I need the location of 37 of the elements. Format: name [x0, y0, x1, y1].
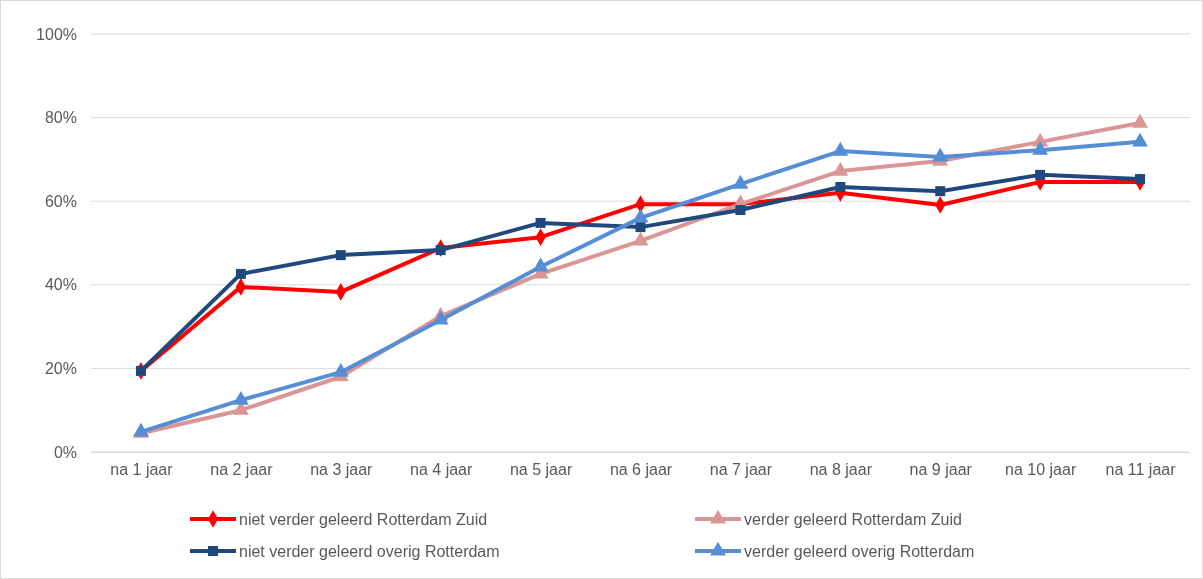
y-tick-label: 20%	[44, 360, 77, 378]
y-tick-label: 60%	[44, 192, 77, 210]
legend-label: niet verder geleerd Rotterdam Zuid	[239, 511, 488, 528]
x-tick-label: na 10 jaar	[1005, 461, 1077, 479]
x-tick-label: na 9 jaar	[909, 461, 973, 479]
x-tick-label: na 4 jaar	[410, 461, 473, 479]
legend-label: verder geleerd overig Rotterdam	[744, 543, 975, 560]
x-tick-label: na 3 jaar	[310, 461, 374, 479]
point	[835, 181, 846, 192]
point	[635, 222, 646, 233]
point	[535, 217, 546, 228]
point	[435, 245, 446, 256]
x-tick-label: na 7 jaar	[709, 461, 773, 479]
point	[332, 362, 349, 377]
y-tick-label: 100%	[36, 25, 77, 43]
point	[532, 257, 549, 272]
x-tick-label: na 11 jaar	[1105, 461, 1177, 479]
point	[335, 250, 346, 261]
x-tick-label: na 2 jaar	[210, 461, 274, 479]
point	[235, 268, 246, 279]
point	[1135, 174, 1146, 185]
point	[232, 390, 249, 405]
x-tick-label: na 5 jaar	[509, 461, 573, 479]
point	[1035, 169, 1046, 180]
x-tick-label: na 1 jaar	[110, 461, 174, 479]
point	[735, 204, 746, 215]
point	[935, 186, 946, 197]
y-tick-label: 40%	[44, 276, 77, 294]
x-tick-label: na 6 jaar	[609, 461, 673, 479]
legend-label: verder geleerd Rotterdam Zuid	[744, 511, 962, 528]
legend-label: niet verder geleerd overig Rotterdam	[239, 543, 500, 560]
y-tick-label: 80%	[44, 109, 77, 127]
x-tick-label: na 8 jaar	[809, 461, 873, 479]
point	[135, 365, 146, 376]
point	[632, 231, 649, 246]
y-tick-label: 0%	[53, 443, 77, 461]
point	[432, 310, 449, 325]
